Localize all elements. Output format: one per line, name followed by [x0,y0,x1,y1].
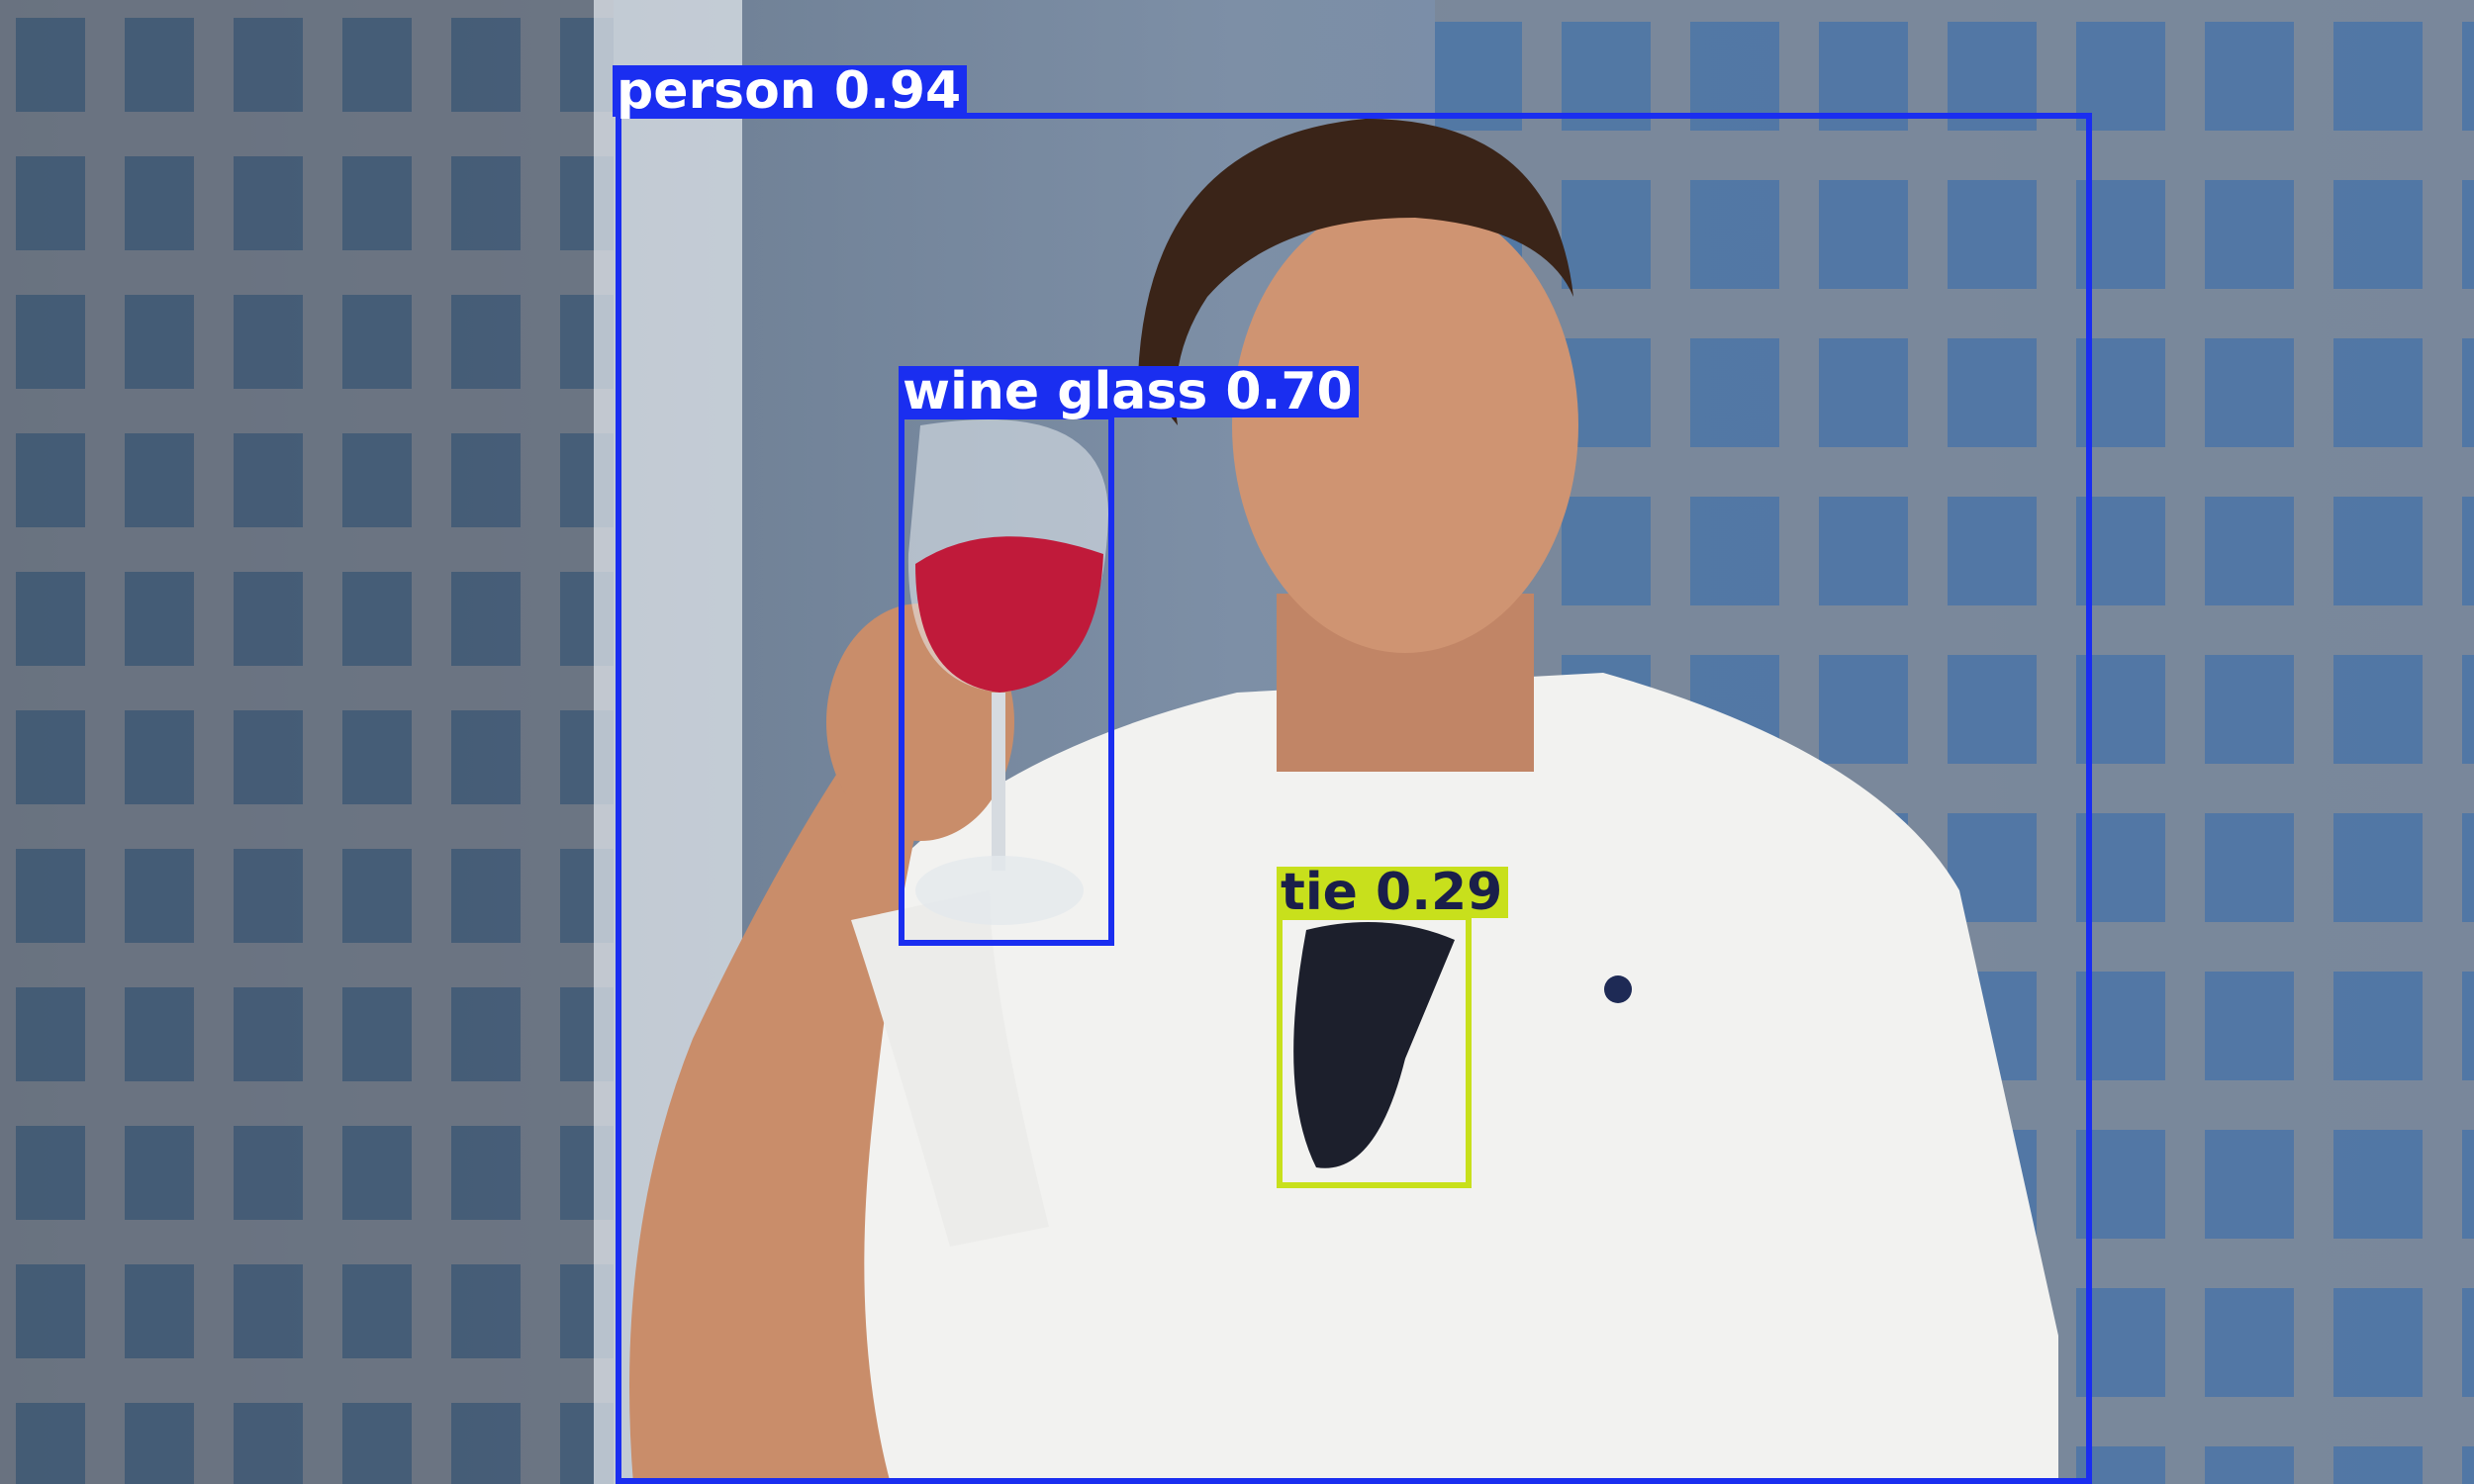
wine-glass-detection-label: wine glass 0.70 [899,366,1359,417]
tie-detection-label: tie 0.29 [1277,867,1509,918]
person-bounding-box [616,113,2092,1484]
wine-glass-bounding-box [899,414,1114,946]
tie-bounding-box [1277,914,1472,1188]
person-detection-label: person 0.94 [613,65,968,117]
